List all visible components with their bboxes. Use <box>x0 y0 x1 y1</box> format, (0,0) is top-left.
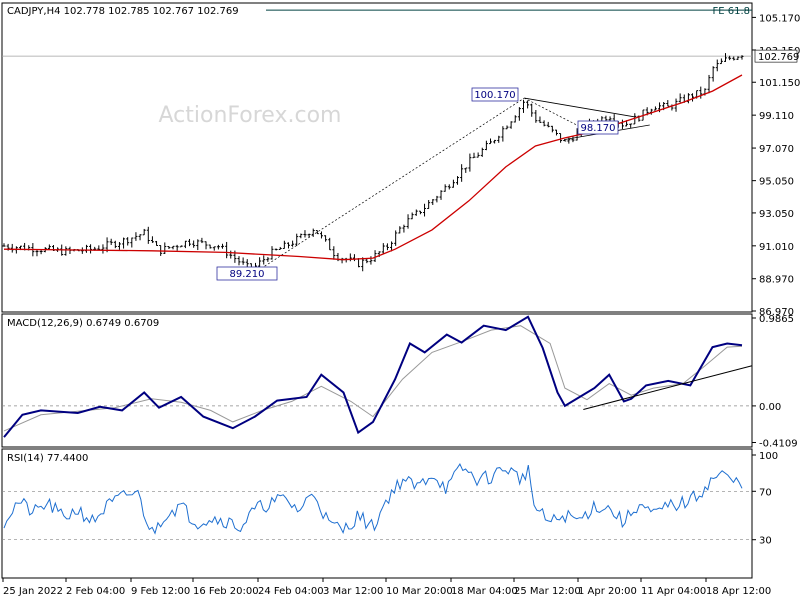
rsi-tick-label: 100 <box>759 451 778 462</box>
x-tick-label: 11 Apr 04:00 <box>641 586 706 597</box>
triangle-upper-line <box>524 97 636 118</box>
price-anchor-label: 98.170 <box>581 123 616 134</box>
x-tick-label: 3 Mar 12:00 <box>323 586 383 597</box>
x-tick-label: 2 Feb 04:00 <box>66 586 125 597</box>
price-anchor-label: 89.210 <box>230 269 265 280</box>
price-tick-label: 105.170 <box>759 13 800 24</box>
price-tick-label: 97.070 <box>759 144 794 155</box>
price-anchor-box <box>577 120 619 135</box>
macd-header: MACD(12,26,9) 0.6749 0.6709 <box>7 318 159 329</box>
moving-average-line <box>3 74 743 261</box>
price-header: CADJPY,H4 102.778 102.785 102.767 102.76… <box>7 6 239 17</box>
macd-trendline <box>583 365 753 410</box>
price-anchor-label: 100.170 <box>474 90 515 101</box>
watermark: ActionForex.com <box>159 103 342 128</box>
price-tick-label: 91.010 <box>759 242 794 253</box>
x-tick-label: 18 Apr 12:00 <box>706 586 771 597</box>
x-tick-label: 1 Apr 20:00 <box>578 586 637 597</box>
macd-signal-line <box>3 325 743 432</box>
x-tick-label: 10 Mar 20:00 <box>386 586 453 597</box>
x-tick-label: 18 Mar 04:00 <box>451 586 518 597</box>
fibo-label: FE 61.8 <box>712 6 750 17</box>
x-tick-label: 16 Feb 20:00 <box>193 586 259 597</box>
rsi-header: RSI(14) 77.4400 <box>7 453 88 464</box>
x-tick-label: 25 Jan 2022 <box>3 586 63 597</box>
price-tick-label: 86.970 <box>759 307 794 318</box>
price-anchor-box <box>216 266 278 281</box>
x-tick-label: 25 Mar 12:00 <box>514 586 581 597</box>
price-tick-label: 99.110 <box>759 111 794 122</box>
price-tick-label: 101.150 <box>759 78 800 89</box>
x-tick-label: 24 Feb 04:00 <box>258 586 324 597</box>
last-price-tag <box>754 49 798 63</box>
x-tick-label: 9 Feb 12:00 <box>131 586 190 597</box>
rsi-line <box>3 462 743 535</box>
price-panel-frame <box>1 2 753 313</box>
rsi-panel-frame <box>1 448 753 579</box>
rsi-tick-label: 70 <box>759 487 772 498</box>
price-tick-label: 95.050 <box>759 177 794 188</box>
macd-panel-frame <box>1 313 753 448</box>
rsi-tick-label: 30 <box>759 536 772 547</box>
macd-tick-label: 0.9865 <box>759 314 794 325</box>
macd-tick-label: -0.4109 <box>759 439 798 450</box>
macd-tick-label: 0.00 <box>759 402 781 413</box>
price-tick-label: 88.970 <box>759 275 794 286</box>
macd-line <box>3 315 743 438</box>
price-tick-label: 93.050 <box>759 209 794 220</box>
last-price-label: 102.769 <box>758 52 799 63</box>
price-anchor-box <box>471 87 519 102</box>
